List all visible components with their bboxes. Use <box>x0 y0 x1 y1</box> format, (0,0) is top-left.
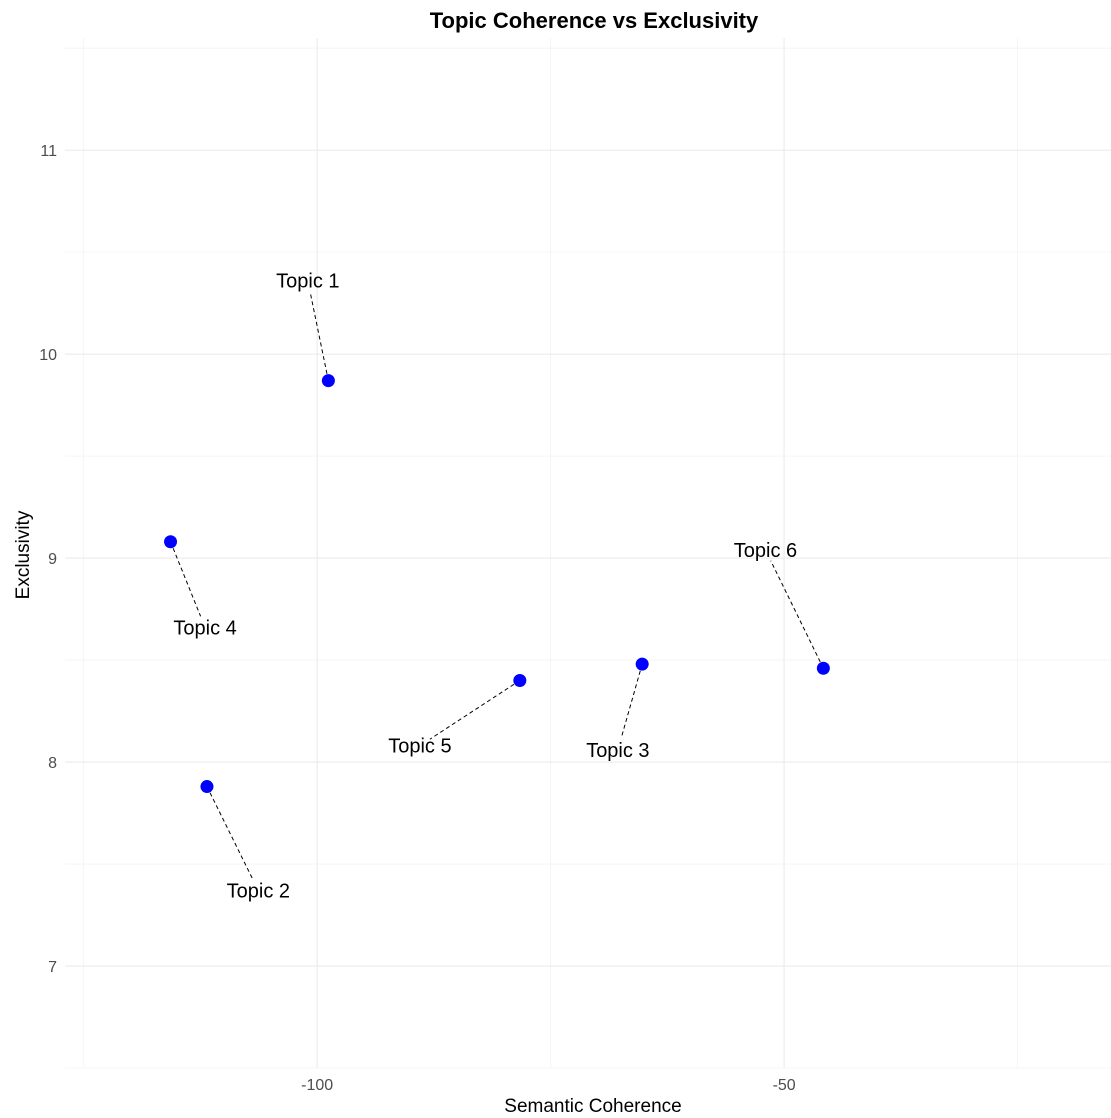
label-leader-line <box>170 541 202 617</box>
point-label: Topic 6 <box>734 540 797 562</box>
label-leaders <box>170 292 824 881</box>
y-tick-label: 10 <box>39 347 57 364</box>
chart-title: Topic Coherence vs Exclusivity <box>430 8 759 33</box>
label-leader-line <box>309 292 329 381</box>
label-leader-line <box>206 786 254 881</box>
tick-labels: -100 -50 7 8 9 10 11 <box>39 143 796 1094</box>
x-tick-label: -100 <box>301 1077 333 1094</box>
point-label: Topic 3 <box>586 740 649 762</box>
x-tick-label: -50 <box>773 1077 796 1094</box>
data-point <box>200 780 214 794</box>
y-tick-label: 8 <box>48 755 57 772</box>
data-point <box>513 673 527 687</box>
y-tick-label: 7 <box>48 959 57 976</box>
label-leader-line <box>429 680 521 740</box>
point-label: Topic 2 <box>227 881 290 903</box>
y-axis-label: Exclusivity <box>13 510 34 599</box>
grid <box>65 38 1111 1069</box>
data-point <box>321 374 335 388</box>
point-label: Topic 5 <box>388 736 451 758</box>
point-label: Topic 4 <box>173 617 236 639</box>
y-tick-label: 9 <box>48 551 57 568</box>
label-leader-line <box>770 560 824 669</box>
data-point <box>164 535 178 549</box>
data-points <box>164 374 830 794</box>
x-axis-label: Semantic Coherence <box>504 1096 681 1117</box>
point-label: Topic 1 <box>276 271 339 293</box>
data-point <box>816 661 830 675</box>
point-labels: Topic 1 Topic 2 Topic 3 Topic 4 Topic 5 Topic… <box>173 271 797 903</box>
data-point <box>635 657 649 671</box>
label-leader-line <box>620 664 643 739</box>
y-tick-label: 11 <box>40 143 57 160</box>
